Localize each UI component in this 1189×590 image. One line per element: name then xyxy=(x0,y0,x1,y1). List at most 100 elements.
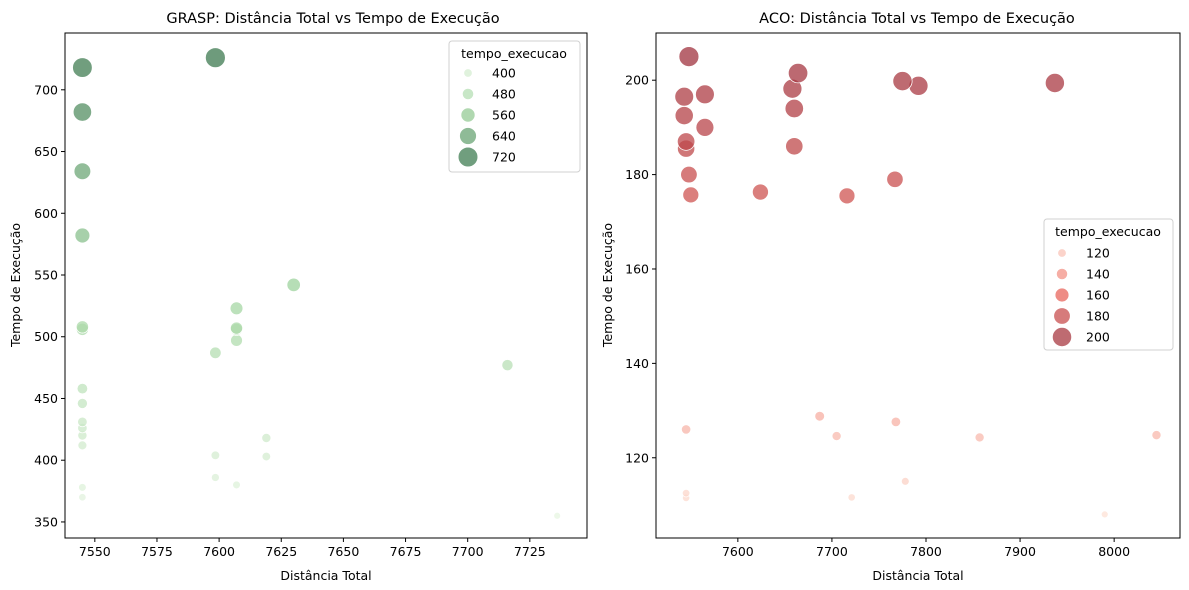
scatter-point xyxy=(674,106,694,126)
scatter-point xyxy=(229,301,244,316)
y-ticks: 350 400 450 500 550 600 650 700 xyxy=(34,82,65,529)
scatter-point xyxy=(210,450,221,461)
scatter-point xyxy=(501,359,514,372)
scatter-point xyxy=(847,493,856,502)
y-tick-label: 160 xyxy=(625,261,649,276)
scatter-point xyxy=(751,183,769,201)
scatter-point xyxy=(232,480,241,490)
y-tick-label: 550 xyxy=(34,268,58,283)
y-axis-label: Tempo de Execução xyxy=(8,223,23,348)
y-ticks: 120 140 160 180 200 xyxy=(625,73,656,465)
x-tick-label: 7725 xyxy=(514,544,546,559)
legend: tempo_execucao 400 480 560 640 720 xyxy=(448,40,581,173)
scatter-point xyxy=(78,493,87,502)
scatter-point xyxy=(1100,510,1109,519)
scatter-point xyxy=(73,162,92,181)
y-tick-label: 180 xyxy=(625,167,649,182)
x-axis-label: Distância Total xyxy=(872,568,963,583)
x-tick-label: 7900 xyxy=(1004,544,1036,559)
x-tick-label: 7675 xyxy=(390,544,422,559)
legend-label: 480 xyxy=(492,87,516,102)
y-axis-label: Tempo de Execução xyxy=(600,223,615,348)
legend-label: 640 xyxy=(492,129,516,144)
scatter-point xyxy=(77,440,88,451)
legend-marker xyxy=(457,146,479,168)
legend-box xyxy=(448,40,581,173)
scatter-point xyxy=(1151,430,1162,441)
scatter-point xyxy=(210,473,220,482)
scatter-point xyxy=(678,46,700,67)
x-tick-label: 7650 xyxy=(327,544,359,559)
legend-marker xyxy=(1051,326,1073,348)
scatter-point xyxy=(831,431,842,442)
legend-marker xyxy=(461,87,475,101)
scatter-point xyxy=(72,57,93,78)
scatter-point xyxy=(76,382,89,395)
y-tick-label: 650 xyxy=(34,144,58,159)
x-tick-label: 7700 xyxy=(452,544,484,559)
scatter-point xyxy=(286,277,301,293)
scatter-point xyxy=(230,334,243,347)
scatter-point xyxy=(204,47,226,69)
legend-entries: 120 140 160 180 200 xyxy=(1051,246,1110,348)
legend-marker xyxy=(459,127,477,145)
y-tick-label: 600 xyxy=(34,206,58,221)
scatter-point xyxy=(785,137,804,156)
legend-label: 140 xyxy=(1086,267,1110,282)
legend-box xyxy=(1043,218,1174,351)
legend-marker xyxy=(460,107,476,123)
x-tick-label: 8000 xyxy=(1098,544,1130,559)
scatter-point xyxy=(261,451,272,462)
aco-scatter-panel: ACO: Distância Total vs Tempo de Execuçã… xyxy=(600,11,1181,583)
legend-marker xyxy=(1055,267,1069,281)
scatter-point xyxy=(78,483,87,492)
plot-frame xyxy=(64,32,588,539)
grasp-scatter-panel: GRASP: Distância Total vs Tempo de Execu… xyxy=(8,11,588,583)
legend-title: tempo_execucao xyxy=(461,46,567,61)
scatter-point xyxy=(676,132,696,151)
legend-label: 200 xyxy=(1086,330,1110,345)
scatter-points xyxy=(674,46,1162,519)
scatter-point xyxy=(1044,73,1065,94)
scatter-points xyxy=(72,47,562,520)
scatter-point xyxy=(892,71,913,92)
scatter-point xyxy=(681,488,691,498)
x-tick-label: 7625 xyxy=(265,544,297,559)
scatter-point xyxy=(553,511,562,520)
scatter-point xyxy=(974,432,985,443)
x-tick-label: 7800 xyxy=(910,544,942,559)
x-tick-label: 7600 xyxy=(203,544,235,559)
scatter-point xyxy=(695,84,715,105)
x-ticks: 7550 7575 7600 7625 7650 7675 7700 7725 xyxy=(79,538,546,559)
legend: tempo_execucao 120 140 160 180 200 xyxy=(1043,218,1174,351)
legend-label: 180 xyxy=(1086,309,1110,324)
scatter-point xyxy=(76,397,88,409)
scatter-point xyxy=(209,346,222,360)
legend-marker xyxy=(1054,287,1070,303)
x-tick-label: 7550 xyxy=(79,544,111,559)
legend-label: 120 xyxy=(1086,246,1110,261)
scatter-point xyxy=(72,102,93,122)
y-tick-label: 450 xyxy=(34,391,58,406)
legend-label: 720 xyxy=(492,150,516,165)
scatter-point xyxy=(838,187,856,205)
legend-label: 160 xyxy=(1086,288,1110,303)
legend-marker xyxy=(1053,307,1071,325)
plot-frame xyxy=(655,32,1181,539)
legend-label: 560 xyxy=(492,108,516,123)
legend-entries: 400 480 560 640 720 xyxy=(457,66,516,168)
y-tick-label: 140 xyxy=(625,356,649,371)
legend-marker xyxy=(463,68,473,78)
scatter-point xyxy=(890,416,902,428)
y-tick-label: 350 xyxy=(34,514,58,529)
scatter-point xyxy=(787,62,809,84)
scatter-point xyxy=(77,416,88,428)
chart-title: GRASP: Distância Total vs Tempo de Execu… xyxy=(166,11,499,27)
scatter-point xyxy=(229,321,244,335)
x-ticks: 7600 7700 7800 7900 8000 xyxy=(722,538,1130,559)
legend-label: 400 xyxy=(492,66,516,81)
y-tick-label: 400 xyxy=(34,453,58,468)
scatter-point xyxy=(680,424,692,435)
scatter-point xyxy=(900,476,910,486)
